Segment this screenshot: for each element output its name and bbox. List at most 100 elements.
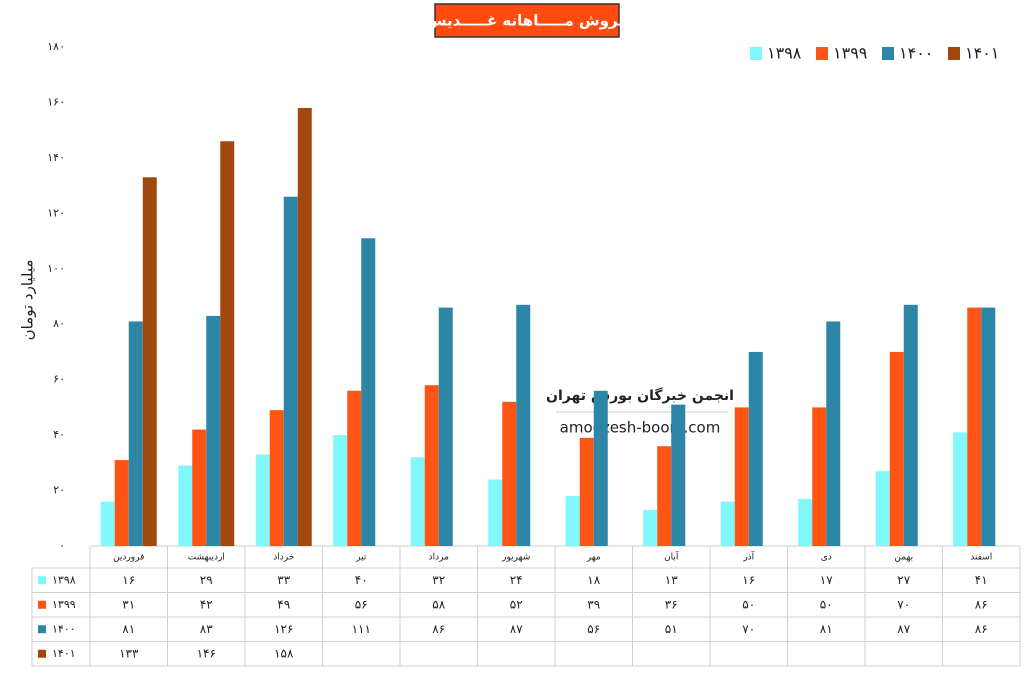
table-cell: ۸۱ <box>122 622 135 636</box>
table-cell: ۲۷ <box>897 573 910 587</box>
table-legend-swatch <box>38 576 46 585</box>
bar <box>826 321 841 546</box>
table-cell: ۵۰ <box>742 597 755 611</box>
bar <box>889 351 904 546</box>
table-row-label: ۱۴۰۱ <box>52 647 76 660</box>
bar <box>114 460 129 546</box>
bar <box>438 307 453 546</box>
table-cell: ۱۳۳ <box>119 646 139 660</box>
bar <box>269 410 284 546</box>
x-tick-label: فروردین <box>113 553 144 563</box>
table-cell: ۱۶ <box>742 573 755 587</box>
y-tick-label: ۶۰ <box>53 373 65 386</box>
bar <box>579 437 594 546</box>
table-cell: ۴۲ <box>200 597 213 611</box>
bar <box>516 304 531 546</box>
table-cell: ۱۸ <box>587 573 600 587</box>
bar <box>347 390 362 546</box>
table-cell: ۳۲ <box>432 573 445 587</box>
table-cell: ۴۰ <box>355 573 368 587</box>
bar <box>643 509 658 546</box>
x-tick-label: مرداد <box>429 553 449 563</box>
table-cell: ۵۰ <box>820 597 833 611</box>
bar <box>206 315 221 546</box>
table-cell: ۱۲۶ <box>274 622 293 636</box>
table-cell: ۲۹ <box>200 573 213 587</box>
table-row-label: ۱۳۹۹ <box>52 598 76 611</box>
bar <box>178 465 193 546</box>
table-cell: ۵۸ <box>432 597 445 611</box>
x-tick-label: اسفند <box>970 553 992 563</box>
table-legend-swatch <box>38 600 46 609</box>
table-cell: ۳۶ <box>665 597 678 611</box>
bar <box>593 390 608 546</box>
bar <box>192 429 207 546</box>
legend-swatch <box>750 47 762 60</box>
bar <box>100 501 115 546</box>
y-tick-label: ۱۶۰ <box>47 95 65 108</box>
bar <box>967 307 982 546</box>
legend-swatch <box>948 47 960 60</box>
watermark: انجمن خبرگان بورس تهران <box>546 387 734 404</box>
y-axis-label: میلیارد تومان <box>19 260 37 341</box>
table-cell: ۸۷ <box>510 622 523 636</box>
bar <box>875 471 890 546</box>
table-cell: ۱۱۱ <box>352 622 371 636</box>
legend-swatch <box>816 47 828 60</box>
table-cell: ۸۳ <box>200 622 213 636</box>
bar <box>671 404 686 546</box>
table-cell: ۷۰ <box>897 597 910 611</box>
bar <box>734 407 749 546</box>
table-cell: ۸۷ <box>897 622 910 636</box>
bar <box>488 479 503 546</box>
bar <box>798 498 813 546</box>
table-cell: ۴۱ <box>975 573 988 587</box>
bar <box>333 435 348 546</box>
table-cell: ۱۵۸ <box>274 646 294 660</box>
bar <box>410 457 425 546</box>
table-cell: ۸۶ <box>432 622 445 636</box>
watermark: amoozesh-boors.com <box>560 419 721 437</box>
table-cell: ۵۶ <box>587 622 600 636</box>
bar <box>297 107 312 546</box>
bar <box>255 454 270 546</box>
bar <box>142 177 157 547</box>
x-tick-label: مهر <box>586 553 601 563</box>
table-cell: ۱۳ <box>665 573 678 587</box>
bar <box>283 196 298 546</box>
bar <box>220 141 235 546</box>
table-legend-swatch <box>38 625 46 634</box>
x-tick-label: آبان <box>664 551 679 563</box>
table-cell: ۸۶ <box>975 597 988 611</box>
table-cell: ۱۴۶ <box>197 646 216 660</box>
table-cell: ۳۱ <box>122 597 135 611</box>
bar <box>953 432 968 546</box>
table-cell: ۳۹ <box>587 597 600 611</box>
legend-label: ۱۳۹۹ <box>833 44 867 63</box>
bar <box>981 307 996 546</box>
y-tick-label: ۱۲۰ <box>47 206 65 219</box>
bar <box>502 401 517 546</box>
y-tick-label: ۱۸۰ <box>47 40 65 53</box>
bar <box>361 238 376 547</box>
legend-swatch <box>882 47 894 60</box>
bar <box>720 501 735 546</box>
x-tick-label: دی <box>821 553 832 563</box>
table-row-label: ۱۳۹۸ <box>52 573 76 586</box>
table-cell: ۸۱ <box>820 622 833 636</box>
x-tick-label: اردیبهشت <box>188 553 225 563</box>
table-legend-swatch <box>38 649 46 658</box>
x-tick-label: خرداد <box>273 553 294 563</box>
table-cell: ۲۴ <box>510 573 523 587</box>
bar <box>903 304 918 546</box>
y-tick-label: ۴۰ <box>53 428 65 441</box>
legend-label: ۱۴۰۱ <box>965 44 999 63</box>
title-box <box>434 3 620 38</box>
y-tick-label: ۲۰ <box>53 484 65 497</box>
table-cell: ۷۰ <box>742 622 755 636</box>
bar <box>812 407 827 546</box>
y-tick-label: ۰ <box>59 539 65 552</box>
bar <box>565 496 580 546</box>
table-cell: ۳۳ <box>277 573 290 587</box>
